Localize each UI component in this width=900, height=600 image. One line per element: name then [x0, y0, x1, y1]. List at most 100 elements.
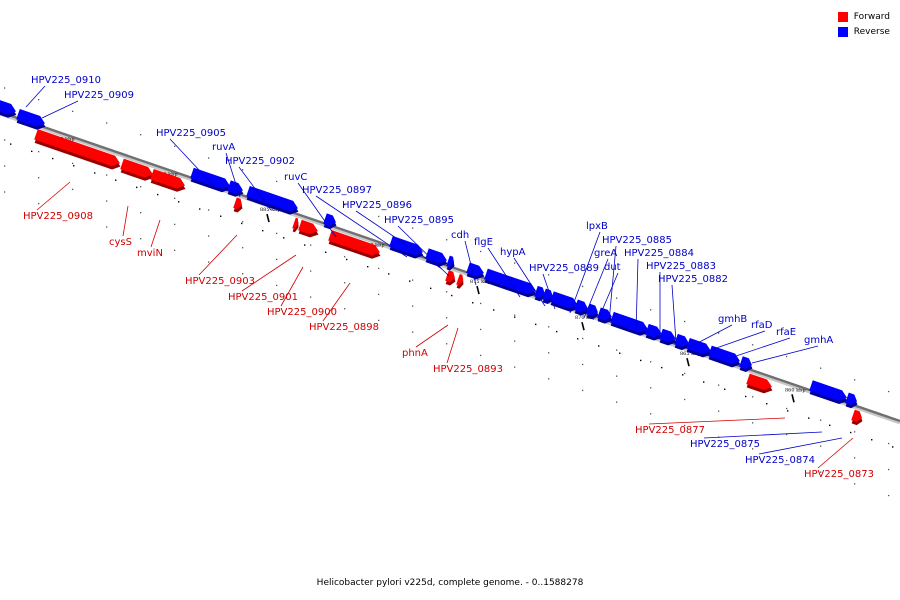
gene-arrow-body — [233, 197, 242, 210]
gene-arrow-body — [746, 373, 772, 390]
leader-line-HPV225_0874 — [758, 437, 843, 455]
guide-dot — [38, 99, 40, 101]
gene-label-HPV225_0893: HPV225_0893 — [433, 364, 503, 375]
guide-dot — [480, 354, 482, 357]
gene-arrow-gmhA[interactable] — [738, 356, 755, 374]
gene-label-HPV225_0875: HPV225_0875 — [690, 439, 760, 450]
minor-tick — [619, 352, 621, 354]
guide-dot — [208, 157, 210, 159]
guide-dot — [344, 204, 346, 206]
guide-dot — [786, 355, 788, 358]
gene-arrow-HPV225_0877[interactable] — [745, 373, 775, 396]
gene-arrow-HPV225_0908[interactable] — [33, 129, 123, 172]
gene-arrow-HPV225_0893[interactable] — [455, 274, 466, 289]
gene-arrow-greA[interactable] — [573, 299, 591, 318]
gene-arrow-HPV225_0902[interactable] — [245, 185, 301, 217]
gene-label-ruvC: ruvC — [284, 172, 307, 183]
gene-arrow-HPV225_0896[interactable] — [424, 248, 450, 269]
gene-arrow-body — [610, 311, 648, 333]
gene-arrow-HPV225_0898[interactable] — [327, 230, 383, 261]
gene-arrow-HPV225_0883[interactable] — [644, 323, 665, 343]
guide-dot — [752, 448, 754, 450]
gene-arrow-HPV225_0901[interactable] — [291, 217, 301, 233]
legend: Forward Reverse — [837, 9, 890, 39]
minor-tick — [115, 179, 117, 181]
guide-dot — [38, 151, 40, 153]
gene-arrow-HPV225_0875[interactable] — [808, 380, 850, 406]
leader-line-HPV225_0908 — [36, 181, 71, 211]
gene-label-rfaE: rfaE — [776, 327, 796, 338]
gene-arrow-ruvA[interactable] — [226, 180, 246, 199]
leader-line-HPV225_0895 — [397, 225, 450, 277]
minor-tick — [52, 157, 54, 160]
guide-dot — [446, 239, 448, 241]
guide-dot — [446, 291, 448, 293]
gene-arrow-cdh[interactable] — [465, 262, 487, 281]
gene-arrow-body — [809, 380, 847, 401]
gene-arrow-HPV225_0895[interactable] — [445, 255, 457, 272]
gene-label-dut: dut — [604, 262, 621, 273]
gene-label-HPV225_0882: HPV225_0882 — [658, 274, 728, 285]
gene-arrow-HPV225_0909[interactable] — [15, 108, 48, 132]
scale-label: 870 kbp — [575, 315, 596, 321]
gene-arrow-HPV225_0874[interactable] — [844, 392, 860, 410]
guide-dot — [752, 422, 754, 424]
guide-dot — [820, 367, 822, 369]
gene-label-HPV225_0895: HPV225_0895 — [384, 215, 454, 226]
guide-dot — [480, 302, 482, 305]
gene-arrow-cysS[interactable] — [119, 158, 156, 183]
guide-dot — [140, 212, 142, 214]
gene-arrow-HPV225_0910[interactable] — [0, 98, 19, 120]
gene-arrow-rfaE[interactable] — [707, 345, 743, 370]
guide-dot — [140, 238, 142, 240]
minor-tick — [850, 431, 852, 434]
guide-dot — [140, 134, 142, 136]
minor-tick — [304, 244, 306, 246]
guide-dot — [582, 389, 584, 392]
gene-arrow-mviN[interactable] — [149, 168, 188, 194]
guide-dot — [106, 200, 108, 202]
guide-dot — [786, 407, 788, 410]
gene-arrow-body — [190, 167, 230, 189]
minor-tick — [598, 345, 600, 347]
minor-tick — [31, 150, 33, 153]
minor-tick — [766, 402, 768, 405]
gene-arrow-body — [851, 409, 862, 422]
gene-arrow-HPV225_0905[interactable] — [189, 167, 233, 195]
gene-arrow-gmhB[interactable] — [673, 333, 692, 352]
guide-dot — [752, 396, 754, 398]
guide-dot — [72, 214, 74, 217]
leader-line-flgE — [487, 247, 521, 298]
gene-arrow-dut[interactable] — [585, 303, 601, 321]
gene-label-HPV225_0885: HPV225_0885 — [602, 235, 672, 246]
gene-arrow-ruvC[interactable] — [322, 213, 339, 231]
guide-dot — [650, 309, 652, 311]
gene-arrow-HPV225_0903[interactable] — [232, 197, 245, 213]
guide-dot — [514, 366, 516, 368]
legend-swatch-forward — [837, 11, 848, 22]
minor-tick — [325, 251, 327, 253]
legend-label-reverse: Reverse — [853, 26, 890, 37]
guide-dot — [106, 174, 108, 176]
gene-arrow-HPV225_0873[interactable] — [850, 409, 865, 427]
minor-tick — [262, 229, 264, 232]
gene-label-HPV225_0883: HPV225_0883 — [646, 261, 716, 272]
leader-line-ruvA — [225, 152, 241, 198]
guide-dot — [820, 445, 822, 447]
leader-line-rfaD — [704, 330, 766, 353]
gene-arrow-body — [0, 98, 16, 115]
guide-dot — [310, 192, 312, 194]
leader-line-mviN — [150, 219, 161, 248]
gene-arrow-phnA[interactable] — [444, 270, 458, 286]
gene-arrow-HPV225_0882[interactable] — [658, 328, 679, 348]
gene-arrow-HPV225_0900[interactable] — [297, 219, 321, 240]
minor-tick — [430, 287, 432, 290]
gene-arrow-HPV225_0884[interactable] — [609, 311, 651, 338]
guide-dot — [446, 343, 448, 345]
gene-arrow-body — [674, 333, 690, 347]
minor-tick — [283, 237, 285, 239]
gene-arrow-body — [227, 180, 243, 194]
leader-line-HPV225_0873 — [817, 437, 854, 469]
gene-arrow-lpxB[interactable] — [549, 291, 581, 314]
gene-arrow-body — [550, 291, 579, 309]
